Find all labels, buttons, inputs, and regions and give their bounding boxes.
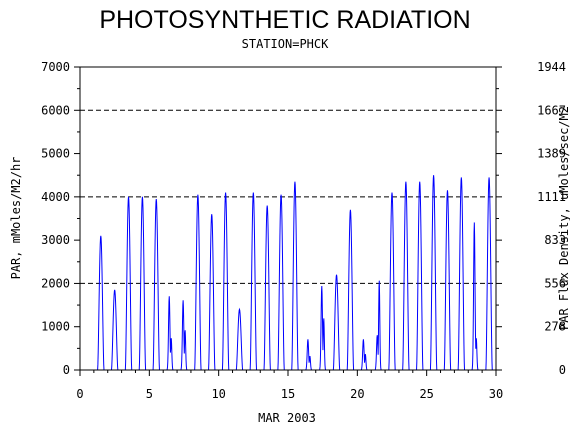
grid-lines (80, 109, 496, 284)
y-tick-label: 0 (63, 363, 70, 377)
x-tick-label: 0 (76, 387, 83, 401)
y2-tick-label: 0 (559, 363, 566, 377)
x-tick-label: 5 (146, 387, 153, 401)
y-tick-label: 3000 (41, 233, 70, 247)
y-tick-label: 4000 (41, 190, 70, 204)
x-tick-label: 30 (489, 387, 503, 401)
x-tick-label: 10 (211, 387, 225, 401)
plot-frame (79, 66, 497, 371)
chart-title: PHOTOSYNTHETIC RADIATION (99, 6, 470, 34)
y2-tick-label: 1944 (537, 60, 566, 74)
x-tick-label: 25 (419, 387, 433, 401)
y-tick-label: 7000 (41, 60, 70, 74)
y-axis-ticks: 0 1000 2000 3000 4000 5000 6000 7000 (41, 60, 80, 377)
y-tick-label: 5000 (41, 147, 70, 161)
x-axis-ticks: 0 5 10 15 20 25 30 (76, 370, 503, 401)
x-tick-label: 15 (281, 387, 295, 401)
chart-subtitle: STATION=PHCK (242, 37, 329, 51)
y2-tick-label: 1389 (537, 147, 566, 161)
x-tick-label: 20 (350, 387, 364, 401)
y2-tick-label: 1667 (537, 103, 566, 117)
y2-tick-label: 833 (544, 233, 566, 247)
series-line (93, 175, 496, 371)
y2-tick-label: 556 (544, 276, 566, 290)
y-tick-label: 6000 (41, 103, 70, 117)
y-tick-label: 2000 (41, 276, 70, 290)
y2-axis-label: PAR Flux Density, uMoles/sec/M2 (557, 106, 570, 330)
x-axis-label: MAR 2003 (258, 411, 316, 425)
y2-axis-ticks: 0 278 556 833 1111 1389 1667 1944 (496, 60, 566, 377)
y-tick-label: 1000 (41, 320, 70, 334)
par-series-line (93, 175, 496, 371)
y2-tick-label: 1111 (537, 190, 566, 204)
y-axis-label: PAR, mMoles/M2/hr (9, 157, 23, 280)
y2-tick-label: 278 (544, 320, 566, 334)
